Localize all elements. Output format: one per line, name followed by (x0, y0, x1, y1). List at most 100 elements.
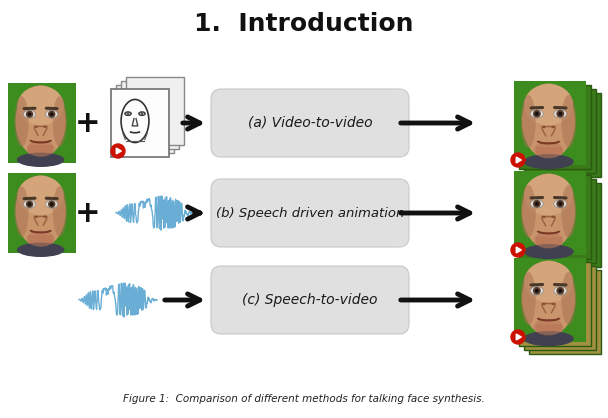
FancyBboxPatch shape (536, 147, 562, 165)
Circle shape (511, 243, 525, 257)
Ellipse shape (554, 110, 567, 118)
FancyBboxPatch shape (536, 324, 562, 342)
Ellipse shape (521, 185, 536, 238)
Circle shape (50, 112, 54, 116)
Ellipse shape (530, 199, 544, 208)
FancyBboxPatch shape (29, 145, 53, 163)
FancyBboxPatch shape (519, 175, 591, 259)
Ellipse shape (24, 110, 36, 118)
FancyBboxPatch shape (514, 171, 586, 255)
FancyBboxPatch shape (29, 235, 53, 253)
Ellipse shape (46, 200, 58, 208)
Ellipse shape (561, 272, 576, 325)
Ellipse shape (15, 96, 29, 147)
Polygon shape (516, 334, 521, 340)
Circle shape (26, 201, 33, 208)
Ellipse shape (534, 142, 563, 158)
Circle shape (556, 200, 564, 208)
FancyBboxPatch shape (8, 173, 76, 253)
Ellipse shape (542, 303, 545, 305)
Circle shape (126, 112, 130, 115)
FancyBboxPatch shape (519, 262, 591, 346)
Circle shape (558, 112, 562, 116)
Ellipse shape (15, 176, 66, 247)
Ellipse shape (542, 126, 545, 128)
Circle shape (28, 202, 32, 206)
Circle shape (556, 110, 564, 118)
Ellipse shape (521, 272, 536, 325)
Ellipse shape (522, 260, 575, 336)
Circle shape (26, 110, 33, 118)
Ellipse shape (15, 186, 29, 237)
Ellipse shape (551, 303, 555, 305)
FancyBboxPatch shape (529, 270, 601, 354)
FancyBboxPatch shape (8, 83, 76, 163)
FancyBboxPatch shape (116, 85, 174, 153)
FancyBboxPatch shape (211, 89, 409, 157)
Ellipse shape (554, 287, 567, 295)
Ellipse shape (522, 84, 575, 159)
FancyBboxPatch shape (111, 89, 169, 157)
Ellipse shape (18, 176, 64, 215)
Text: (c) Speech-to-video: (c) Speech-to-video (242, 293, 378, 307)
Circle shape (511, 330, 525, 344)
Circle shape (111, 144, 125, 158)
Circle shape (533, 200, 541, 208)
Ellipse shape (551, 126, 555, 128)
FancyBboxPatch shape (536, 237, 562, 255)
Ellipse shape (530, 287, 544, 295)
Circle shape (535, 289, 539, 293)
Circle shape (48, 110, 55, 118)
FancyBboxPatch shape (514, 81, 586, 165)
Ellipse shape (18, 86, 64, 125)
Ellipse shape (561, 95, 576, 148)
Ellipse shape (522, 173, 575, 249)
Text: +: + (75, 199, 101, 227)
Ellipse shape (43, 216, 47, 218)
Circle shape (48, 201, 55, 208)
FancyBboxPatch shape (8, 83, 76, 163)
Circle shape (533, 110, 541, 118)
Circle shape (535, 202, 539, 206)
Ellipse shape (53, 96, 67, 147)
FancyBboxPatch shape (211, 179, 409, 247)
FancyBboxPatch shape (126, 77, 184, 145)
Ellipse shape (523, 244, 574, 259)
Ellipse shape (534, 232, 563, 248)
FancyBboxPatch shape (524, 266, 596, 350)
Ellipse shape (542, 216, 545, 218)
Ellipse shape (561, 185, 576, 238)
Circle shape (533, 287, 541, 295)
Polygon shape (116, 148, 122, 154)
Circle shape (50, 202, 54, 206)
Ellipse shape (17, 242, 64, 257)
Ellipse shape (43, 125, 47, 128)
Ellipse shape (551, 216, 555, 218)
Circle shape (511, 153, 525, 167)
Text: +: + (75, 109, 101, 138)
FancyBboxPatch shape (524, 179, 596, 263)
Ellipse shape (530, 110, 544, 118)
Text: (a) Video-to-video: (a) Video-to-video (247, 116, 372, 130)
FancyBboxPatch shape (524, 89, 596, 173)
FancyBboxPatch shape (514, 258, 586, 342)
FancyBboxPatch shape (529, 93, 601, 177)
FancyBboxPatch shape (121, 81, 179, 149)
Circle shape (535, 112, 539, 116)
Ellipse shape (46, 110, 58, 118)
Ellipse shape (524, 174, 573, 215)
Ellipse shape (35, 125, 38, 128)
Text: (b) Speech driven animation: (b) Speech driven animation (216, 206, 404, 219)
Ellipse shape (521, 95, 536, 148)
Polygon shape (516, 157, 521, 163)
Ellipse shape (15, 85, 66, 158)
Ellipse shape (524, 261, 573, 303)
Text: 1.  Introduction: 1. Introduction (194, 12, 414, 36)
Circle shape (28, 112, 32, 116)
Circle shape (556, 287, 564, 295)
Ellipse shape (524, 84, 573, 125)
FancyBboxPatch shape (8, 173, 76, 253)
Ellipse shape (554, 199, 567, 208)
FancyBboxPatch shape (211, 266, 409, 334)
Text: Figure 1:  Comparison of different methods for talking face synthesis.: Figure 1: Comparison of different method… (123, 394, 485, 404)
